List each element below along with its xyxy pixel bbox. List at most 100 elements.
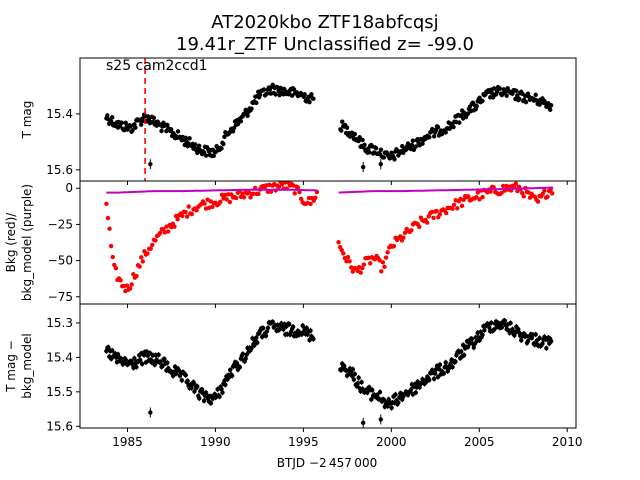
flux-point-point bbox=[175, 129, 181, 134]
flux-point-point bbox=[261, 87, 267, 92]
flux-point-point bbox=[201, 398, 207, 404]
bkg-point-point bbox=[380, 260, 386, 265]
flux-point-point bbox=[151, 115, 156, 120]
flux-point-point bbox=[309, 92, 314, 97]
flux-point-point bbox=[195, 384, 200, 389]
flux-point-point bbox=[223, 382, 228, 387]
bkg-point-point bbox=[347, 259, 352, 264]
flux-point-point bbox=[549, 339, 554, 344]
flux-point-point bbox=[307, 99, 312, 105]
flux-point-point bbox=[431, 376, 437, 381]
flux-point-point bbox=[340, 119, 345, 124]
bkg-point-point bbox=[368, 261, 373, 266]
bkg-point-point bbox=[308, 201, 313, 207]
outlier-point bbox=[148, 162, 153, 167]
flux-point-point bbox=[222, 134, 227, 140]
flux-point-point bbox=[459, 349, 464, 354]
bkg-point-point bbox=[202, 201, 207, 206]
outlier-point bbox=[378, 162, 383, 167]
flux-point-point bbox=[162, 356, 167, 362]
flux-point-point bbox=[249, 345, 254, 351]
flux-point-point bbox=[255, 340, 260, 345]
flux-point-point bbox=[352, 131, 358, 137]
bkg-point-point bbox=[401, 235, 406, 240]
x-tick-label-3: 2000 bbox=[376, 435, 407, 449]
flux-point-point bbox=[420, 141, 425, 146]
flux-point-point bbox=[499, 325, 505, 330]
bkg-model-line-0 bbox=[106, 188, 318, 194]
flux-point-point bbox=[215, 387, 220, 392]
flux-point-point bbox=[510, 327, 515, 332]
flux-point-point bbox=[254, 100, 259, 106]
flux-point-point bbox=[491, 86, 497, 91]
y-tick-label-2: −50 bbox=[48, 254, 73, 268]
flux-point-point bbox=[356, 375, 361, 380]
flux-point-point bbox=[165, 360, 170, 366]
flux-point-point bbox=[427, 377, 432, 383]
flux-point-point bbox=[344, 125, 350, 130]
bkg-point-point bbox=[283, 181, 288, 185]
bkg-point-point bbox=[379, 269, 384, 274]
flux-point-point bbox=[339, 367, 344, 373]
bkg-point-point bbox=[341, 251, 346, 256]
plot-area bbox=[104, 317, 554, 428]
flux-point-point bbox=[435, 124, 441, 130]
bkg-point-point bbox=[480, 194, 485, 200]
bkg-point-point bbox=[189, 211, 195, 217]
flux-point-point bbox=[168, 127, 174, 132]
flux-point-point bbox=[385, 403, 390, 409]
bkg-point-point bbox=[148, 246, 153, 251]
y-tick-label-1: 15.6 bbox=[46, 163, 73, 177]
flux-point-point bbox=[281, 327, 286, 332]
flux-point-point bbox=[443, 130, 448, 135]
bkg-point-point bbox=[513, 181, 519, 186]
bkg-point-point bbox=[279, 182, 285, 187]
flux-point-point bbox=[474, 103, 479, 109]
flux-point-point bbox=[537, 102, 542, 107]
flux-point-point bbox=[228, 367, 233, 373]
bkg-point-point bbox=[241, 195, 247, 200]
flux-point-point bbox=[119, 120, 125, 126]
flux-point-point bbox=[130, 128, 135, 133]
flux-point-point bbox=[469, 336, 475, 342]
flux-point-point bbox=[105, 113, 110, 118]
flux-point-point bbox=[431, 134, 437, 139]
bkg-point-point bbox=[358, 270, 363, 275]
flux-point-point bbox=[350, 367, 356, 372]
flux-point-point bbox=[208, 401, 214, 406]
bkg-point-point bbox=[129, 282, 134, 287]
bkg-point-point bbox=[336, 240, 341, 245]
bkg-point-point bbox=[104, 201, 109, 207]
bkg-point-point bbox=[360, 265, 365, 271]
flux-point-point bbox=[392, 157, 397, 162]
bkg-point-point bbox=[139, 255, 144, 260]
flux-point-point bbox=[360, 137, 365, 143]
flux-point-point bbox=[457, 120, 462, 125]
flux-point-point bbox=[544, 345, 549, 351]
bkg-point-point bbox=[194, 208, 199, 213]
flux-point-point bbox=[357, 135, 362, 140]
flux-point-point bbox=[497, 86, 503, 91]
bkg-point-point bbox=[137, 264, 142, 269]
bkg-point-point bbox=[443, 210, 449, 216]
y-tick-label-3: −75 bbox=[48, 290, 73, 304]
y-axis-label-line2: bkg_model bbox=[20, 333, 34, 399]
flux-point-point bbox=[352, 371, 358, 377]
flux-point-point bbox=[263, 333, 269, 338]
flux-point-point bbox=[106, 345, 111, 350]
flux-point-point bbox=[367, 150, 372, 155]
flux-point-point bbox=[152, 362, 157, 367]
bkg-point-point bbox=[385, 250, 390, 255]
flux-point-point bbox=[450, 364, 455, 370]
flux-point-point bbox=[203, 153, 209, 158]
flux-point-point bbox=[548, 107, 553, 112]
bkg-point-point bbox=[108, 243, 114, 249]
bkg-point-point bbox=[550, 191, 555, 196]
bkg-point-point bbox=[350, 269, 355, 274]
flux-point-point bbox=[405, 141, 411, 146]
bkg-point-point bbox=[548, 187, 553, 193]
flux-point-point bbox=[260, 325, 266, 331]
bkg-point-point bbox=[140, 259, 145, 264]
x-tick-label-1: 1990 bbox=[200, 435, 231, 449]
bkg-point-point bbox=[298, 196, 304, 202]
